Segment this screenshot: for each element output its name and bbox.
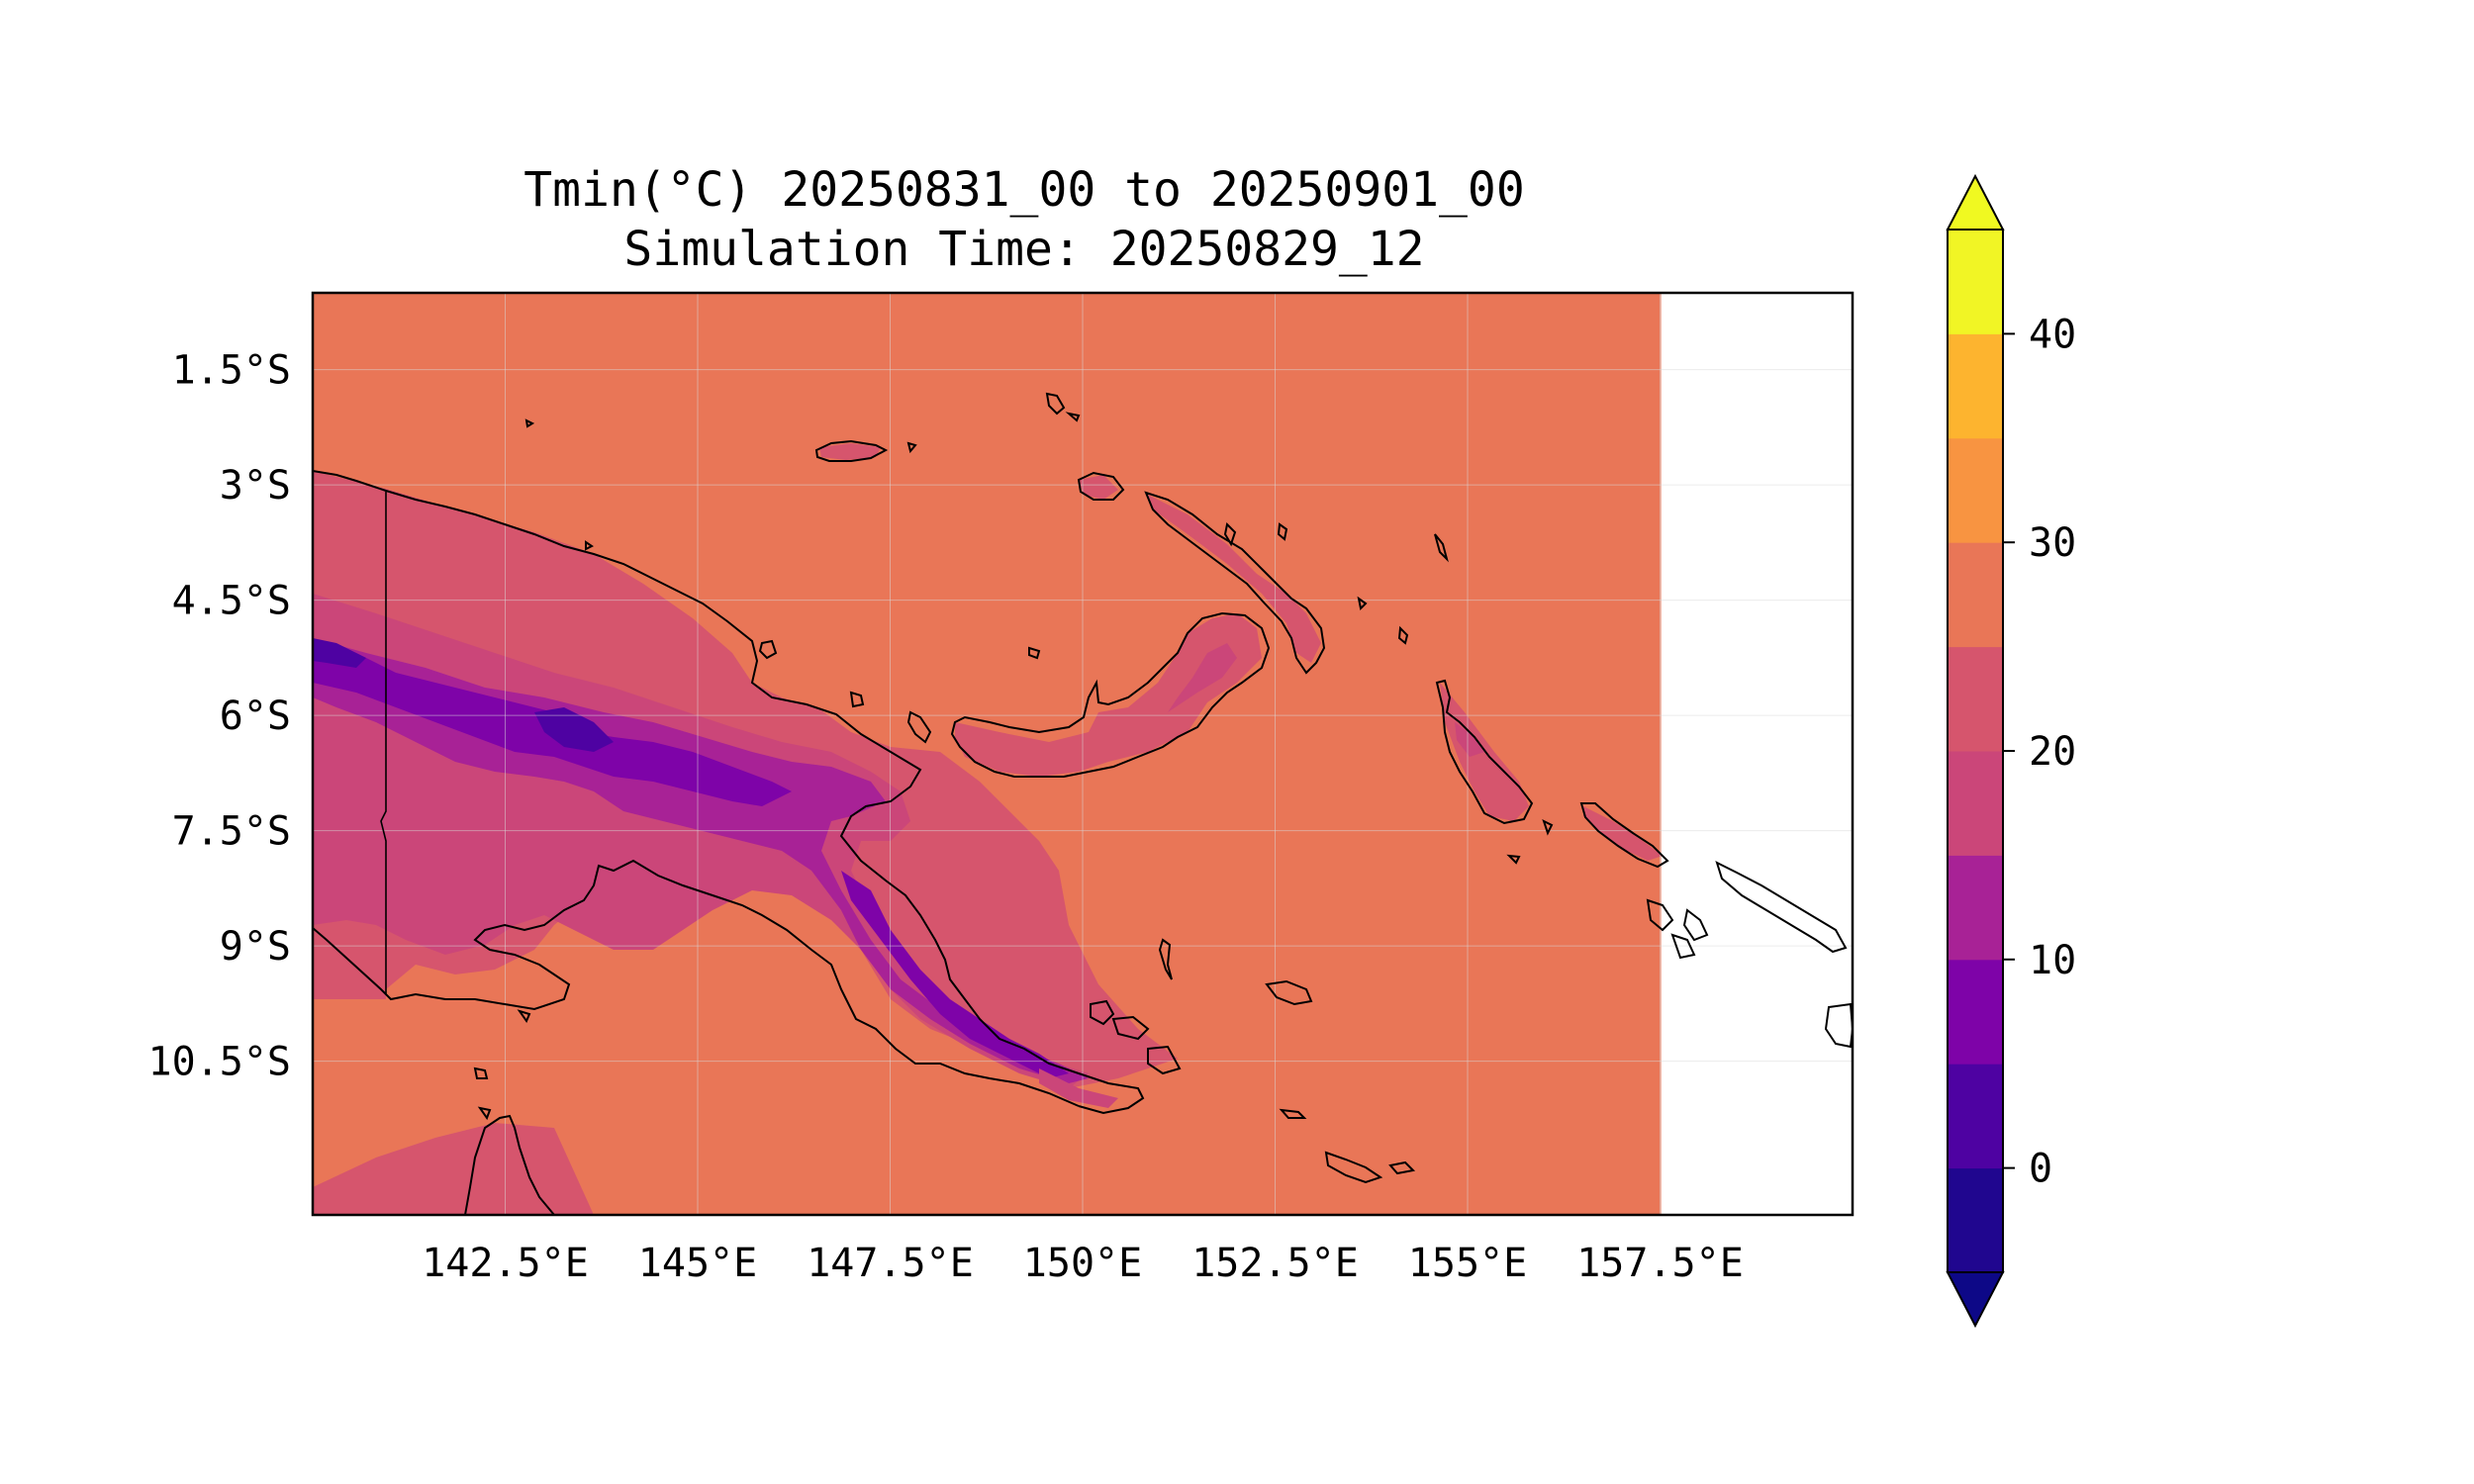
field-choiseul (1583, 806, 1663, 861)
y-tick-label: 6°S (220, 694, 291, 739)
field-bougainville-15-20 (1455, 722, 1484, 757)
coast-dentrecasteaux (1090, 999, 1182, 1075)
field-new-ireland (1148, 495, 1321, 663)
field-louisiade (1039, 1068, 1118, 1108)
coast-bougainville (1435, 679, 1534, 825)
coast-choiseul (1579, 802, 1669, 869)
colorbar-segment (1948, 230, 2003, 334)
temperature-field (313, 293, 1663, 1215)
x-tick-label: 155°E (1408, 1241, 1527, 1286)
field-mainland-10-15 (313, 638, 1089, 1083)
colorbar-segment (1948, 959, 2003, 1065)
coast-new-ireland (1144, 491, 1326, 675)
colorbar-over-extension (1946, 173, 2005, 231)
field-new-britain-15-20 (1168, 643, 1237, 712)
coast-louisiade (1279, 1108, 1416, 1184)
colorbar-segment (1948, 1064, 2003, 1169)
y-tick-label: 7.5°S (172, 809, 291, 855)
coast-cape-york (464, 1114, 555, 1216)
colorbar-segment (1948, 437, 2003, 543)
x-tick-label: 147.5°E (807, 1241, 974, 1286)
y-tick-label: 4.5°S (172, 579, 291, 624)
field-mainland-0-5 (313, 638, 366, 668)
field-australia (313, 1123, 594, 1215)
colorbar-tick-label: 40 (2029, 312, 2076, 357)
x-tick-label: 152.5°E (1191, 1241, 1359, 1286)
title-line1: Tmin(°C) 20250831_00 to 20250901_00 (523, 162, 1524, 218)
coast-small-islands-north (524, 392, 1554, 980)
colorbar-segment (1948, 646, 2003, 752)
x-tick-label: 145°E (638, 1241, 757, 1286)
y-tick-label: 1.5°S (172, 348, 291, 394)
coast-guadalcanal (1824, 1002, 1855, 1049)
field-small-islands (1079, 475, 1118, 500)
x-tick-label: 150°E (1023, 1241, 1142, 1286)
colorbar-tick-label: 10 (2029, 938, 2076, 983)
colorbar-segment (1948, 333, 2003, 439)
colorbar-segment (1948, 751, 2003, 856)
coast-woodlark (1265, 979, 1313, 1006)
colorbar-tick-label: 20 (2029, 729, 2076, 775)
y-axis: 1.5°S 3°S 4.5°S 6°S 7.5°S 9°S 10.5°S (148, 348, 292, 1085)
coast-santa-isabel (1715, 861, 1848, 954)
colorbar-segment (1948, 1167, 2003, 1273)
colorbar-tick-label: 0 (2029, 1147, 2052, 1192)
colorbar-segment (1948, 542, 2003, 648)
coast-new-hanover (1077, 471, 1125, 501)
grid-lines (313, 293, 1853, 1215)
map-frame (311, 291, 1855, 1217)
coast-new-georgia (1646, 898, 1709, 960)
colorbar-under-extension (1946, 1271, 2005, 1329)
colorbar: 0 10 20 30 40 (1946, 173, 2076, 1329)
coast-new-guinea-south (312, 859, 1080, 1107)
x-tick-label: 142.5°E (422, 1241, 589, 1286)
colorbar-segment (1948, 855, 2003, 961)
map-panel: 142.5°E 145°E 147.5°E 150°E 152.5°E 155°E 157.… (148, 291, 1855, 1286)
coast-new-guinea-north (312, 470, 1145, 1115)
field-manus (819, 443, 881, 460)
y-tick-label: 10.5°S (148, 1040, 292, 1085)
x-tick-label: 157.5°E (1576, 1241, 1744, 1286)
y-tick-label: 9°S (220, 924, 291, 970)
x-axis: 142.5°E 145°E 147.5°E 150°E 152.5°E 155°E 157.… (422, 1241, 1744, 1286)
field-mainland-5-10b (841, 871, 1069, 1078)
coast-manus (814, 439, 889, 462)
coastlines (312, 392, 1855, 1216)
title-line2: Simulation Time: 20250829_12 (623, 222, 1424, 277)
colorbar-tick-label: 30 (2029, 520, 2076, 566)
field-mainland-0-5b (534, 707, 614, 752)
border-line (380, 492, 387, 994)
y-tick-label: 3°S (220, 463, 291, 509)
coast-torres-islands (473, 1009, 531, 1121)
field-new-britain (955, 613, 1262, 777)
coast-new-britain (950, 611, 1271, 778)
